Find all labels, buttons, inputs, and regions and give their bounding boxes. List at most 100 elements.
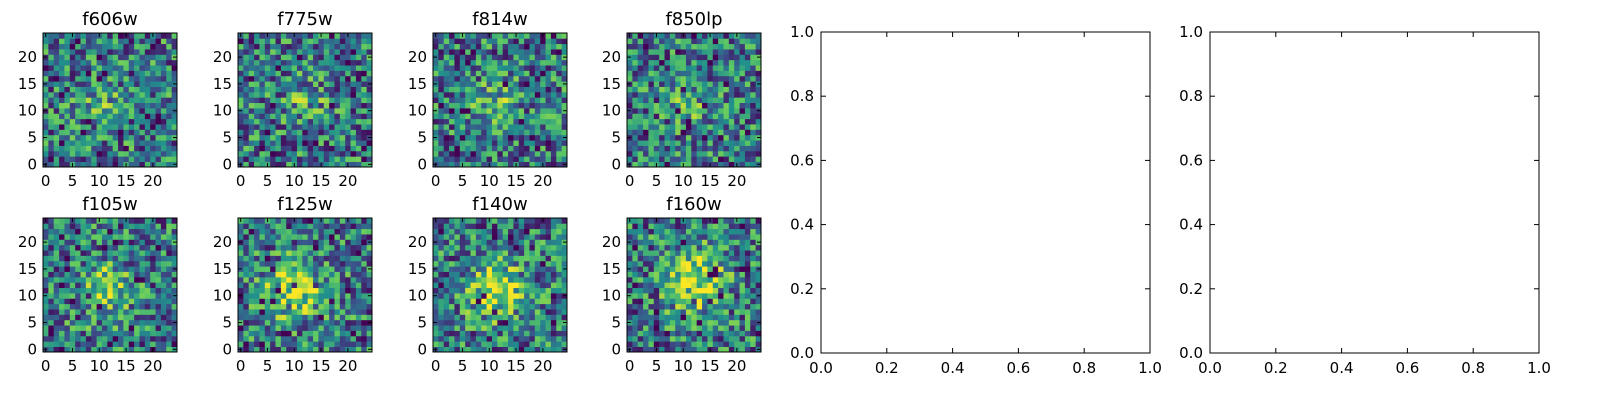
heatmap-cell — [481, 309, 487, 315]
heatmap-cell — [107, 102, 114, 109]
heatmap-cell — [534, 303, 541, 310]
heatmap-cell — [750, 33, 756, 39]
heatmap-cell — [702, 118, 708, 125]
heatmap-cell — [248, 228, 255, 235]
heatmap-cell — [69, 228, 76, 235]
heatmap-cell — [361, 303, 367, 310]
heatmap-cell — [339, 124, 346, 130]
heatmap-cell — [534, 271, 541, 278]
heatmap-cell — [454, 75, 461, 82]
heatmap-cell — [69, 97, 76, 104]
heatmap-cell — [529, 335, 536, 342]
heatmap-cell — [355, 81, 362, 87]
heatmap-cell — [307, 145, 314, 152]
heatmap-cell — [259, 113, 266, 120]
heatmap-cell — [718, 75, 724, 82]
heatmap-cell — [723, 91, 730, 98]
heatmap-cell — [48, 59, 55, 66]
heatmap-cell — [307, 129, 314, 136]
heatmap-cell — [470, 75, 477, 82]
heatmap-cell — [155, 293, 162, 299]
heatmap-cell — [243, 346, 250, 353]
heatmap-cell — [675, 81, 681, 87]
heatmap-cell — [91, 250, 97, 256]
heatmap-cell — [459, 271, 466, 278]
heatmap-cell — [470, 325, 477, 331]
heatmap-cell — [755, 341, 762, 347]
heatmap-cell — [632, 75, 639, 82]
heatmap-cell — [696, 54, 703, 61]
heatmap-cell — [508, 255, 514, 262]
heatmap-cell — [739, 59, 746, 66]
heatmap-cell — [264, 38, 271, 45]
heatmap-cell — [481, 266, 487, 272]
heatmap-cell — [275, 223, 282, 230]
heatmap-cell — [755, 303, 762, 310]
heatmap-cell — [286, 250, 292, 256]
x-tick-label: 0 — [625, 172, 635, 190]
heatmap-cell — [556, 75, 562, 82]
heatmap-cell — [481, 43, 487, 50]
heatmap-cell — [659, 43, 665, 50]
heatmap-cell — [491, 134, 498, 141]
heatmap-cell — [723, 124, 730, 130]
heatmap-cell — [556, 341, 562, 347]
heatmap-cell — [675, 54, 681, 61]
heatmap-cell — [243, 145, 250, 152]
heatmap-cell — [438, 108, 445, 114]
heatmap-cell — [248, 81, 255, 87]
heatmap-cell — [171, 298, 178, 305]
heatmap-cell — [91, 244, 97, 251]
heatmap-cell — [627, 75, 633, 82]
heatmap-cell — [107, 303, 114, 310]
heatmap-cell — [144, 33, 151, 39]
heatmap-cell — [264, 325, 271, 331]
heatmap-cell — [243, 38, 250, 45]
heatmap-cell — [712, 113, 719, 120]
heatmap-cell — [550, 260, 557, 267]
heatmap-cell — [696, 309, 703, 315]
heatmap-cell — [53, 228, 60, 235]
heatmap-cell — [653, 49, 660, 55]
heatmap-cell — [323, 161, 330, 168]
heatmap-cell — [280, 271, 287, 278]
heatmap-cell — [318, 145, 325, 152]
heatmap-cell — [534, 325, 541, 331]
heatmap-cell — [144, 319, 151, 326]
heatmap-cell — [339, 282, 346, 289]
heatmap-cell — [675, 293, 681, 299]
heatmap-cell — [481, 234, 487, 240]
heatmap-cell — [323, 266, 330, 272]
heatmap-cell — [561, 49, 568, 55]
heatmap-cell — [101, 234, 108, 240]
heatmap-cell — [160, 81, 167, 87]
heatmap-cell — [318, 102, 325, 109]
heatmap-cell — [707, 129, 714, 136]
heatmap-cell — [107, 156, 114, 162]
heatmap-cell — [101, 102, 108, 109]
heatmap-cell — [334, 129, 341, 136]
heatmap-cell — [470, 140, 477, 146]
heatmap-cell — [508, 330, 514, 337]
heatmap-cell — [712, 330, 719, 337]
heatmap-cell — [443, 113, 450, 120]
heatmap-cell — [632, 266, 639, 272]
heatmap-cell — [123, 113, 130, 120]
heatmap-cell — [339, 218, 346, 224]
heatmap-cell — [96, 129, 103, 136]
heatmap-cell — [334, 75, 341, 82]
heatmap-cell — [524, 244, 530, 251]
heatmap-cell — [545, 271, 552, 278]
heatmap-cell — [307, 150, 314, 157]
heatmap-cell — [637, 161, 644, 168]
heatmap-cell — [433, 341, 439, 347]
heatmap-cell — [691, 282, 698, 289]
heatmap-cell — [350, 134, 357, 141]
heatmap-cell — [696, 140, 703, 146]
heatmap-cell — [524, 276, 530, 283]
heatmap-cell — [718, 346, 724, 353]
heatmap-cell — [355, 70, 362, 77]
heatmap-cell — [459, 108, 466, 114]
heatmap-cell — [702, 81, 708, 87]
heatmap-cell — [80, 266, 87, 272]
